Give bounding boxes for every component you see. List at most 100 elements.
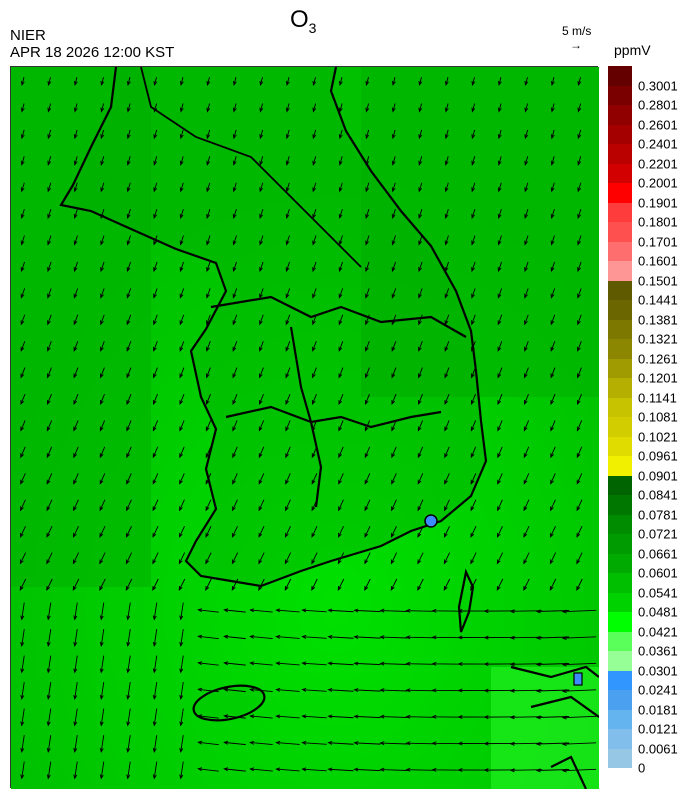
wind-arrow [576, 393, 582, 406]
wind-arrow [561, 609, 597, 614]
wind-arrow [443, 552, 451, 565]
wind-arrow [391, 261, 397, 273]
wind-arrow [497, 367, 503, 379]
wind-arrow [179, 288, 185, 299]
wind-arrow [152, 393, 158, 406]
wind-arrow [497, 420, 503, 432]
wind-arrow [258, 499, 265, 512]
wind-arrow [232, 420, 238, 432]
wind-arrow [126, 129, 131, 140]
wind-arrow [431, 608, 462, 613]
wind-arrow [497, 156, 502, 166]
wind-arrow [99, 420, 106, 432]
wind-arrow [197, 634, 219, 640]
wind-arrow [379, 767, 408, 772]
wind-arrow [457, 741, 489, 746]
wind-arrow [549, 525, 556, 538]
wind-arrow [205, 578, 212, 592]
wind-arrow [338, 182, 343, 193]
wind-arrow [524, 314, 529, 326]
wind-arrow [338, 235, 343, 246]
colorbar-segment [608, 631, 632, 651]
wind-arrow [301, 608, 327, 613]
wind-arrow [417, 446, 424, 459]
wind-arrow [391, 156, 396, 166]
wind-arrow [497, 314, 503, 326]
wind-arrow [47, 341, 52, 352]
wind-arrow [497, 446, 503, 459]
colorbar-label: 0.0061 [638, 741, 678, 756]
wind-arrow [73, 420, 79, 432]
wind-arrow [206, 235, 211, 246]
wind-arrow [179, 602, 184, 621]
wind-arrow [126, 708, 131, 727]
concentration-patch [361, 67, 599, 397]
wind-arrow [205, 499, 212, 512]
wind-arrow [561, 768, 597, 773]
wind-arrow [497, 261, 503, 273]
wind-arrow [206, 314, 211, 326]
wind-arrow [457, 608, 489, 613]
wind-arrow [206, 367, 211, 379]
wind-arrow [550, 499, 556, 512]
wind-arrow [577, 129, 582, 140]
colorbar-label: 0.0721 [638, 526, 678, 542]
wind-arrow [20, 761, 25, 780]
title-text: O [290, 6, 309, 33]
wind-arrow [509, 768, 543, 773]
wind-arrow [47, 367, 52, 379]
wind-arrow [311, 499, 318, 512]
wind-arrow [285, 129, 290, 140]
wind-arrow [535, 609, 570, 614]
wind-arrow [259, 367, 264, 379]
wind-arrow [232, 473, 238, 485]
wind-arrow [20, 446, 26, 459]
colorbar-segment [608, 124, 632, 144]
wind-arrow [471, 208, 476, 219]
wind-arrow [285, 446, 291, 459]
wind-arrow [444, 76, 449, 87]
wind-reference-arrow-icon: → [570, 38, 582, 52]
wind-arrow [549, 552, 557, 565]
wind-arrow [285, 182, 290, 193]
wind-arrow [418, 208, 423, 219]
wind-arrow [509, 741, 543, 746]
wind-arrow [535, 715, 570, 720]
wind-arrow [232, 261, 238, 273]
wind-arrow [73, 761, 78, 780]
wind-arrow [232, 393, 238, 406]
wind-arrow [311, 525, 318, 538]
wind-arrow [46, 602, 52, 621]
wind-arrow [338, 446, 344, 459]
wind-arrow [259, 235, 264, 246]
wind-arrow [391, 499, 397, 512]
wind-arrow [73, 473, 79, 485]
wind-arrow [232, 208, 237, 219]
wind-arrow [231, 525, 238, 538]
wind-arrow [353, 714, 381, 719]
colorbar-segment [608, 651, 632, 671]
wind-arrow [312, 182, 317, 193]
wind-arrow [73, 499, 79, 512]
wind-arrow [523, 446, 530, 459]
wind-arrow [577, 182, 582, 193]
colorbar-label: 0.1201 [638, 370, 678, 386]
wind-arrow [338, 208, 343, 219]
wind-arrow [364, 393, 370, 406]
wind-arrow [179, 708, 184, 727]
colorbar-label: 0.1701 [638, 234, 678, 249]
wind-arrow [561, 636, 597, 641]
wind-arrow [126, 761, 131, 780]
colorbar-label: 0.1081 [638, 409, 678, 425]
wind-arrow [258, 578, 265, 592]
colorbar-label: 0.2601 [638, 117, 678, 132]
wind-arrow [249, 608, 273, 613]
wind-arrow [497, 103, 502, 113]
wind-arrow [99, 735, 105, 754]
wind-arrow [327, 634, 354, 639]
wind-arrow [471, 288, 476, 299]
wind-arrow [275, 767, 300, 772]
wind-arrow [275, 608, 300, 613]
colorbar-label: 0.1441 [638, 292, 678, 308]
wind-arrow [444, 341, 450, 352]
